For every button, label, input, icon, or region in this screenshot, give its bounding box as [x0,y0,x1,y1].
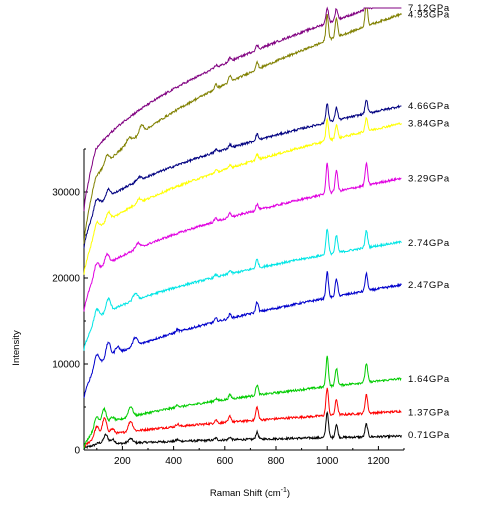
x-tick-label: 200 [114,456,131,467]
series-label: 3.84GPa [408,118,450,129]
series-line-4 [83,228,402,351]
series-line-8 [83,7,402,244]
series-line-2 [83,355,402,449]
x-axis-title-main: Raman Shift (cm [210,488,281,499]
series-label: 1.37GPa [408,407,450,418]
axes-layer: 200 400 600 800 1000 1200 0 10000 20000 30000 [52,148,405,467]
series-line-0 [83,410,402,450]
label-layer: 0.71GPa 1.37GPa 1.64GPa 2.47GPa 2.74GPa 3.29G… [408,3,450,441]
series-label: 4.93GPa [408,10,450,21]
x-tick-label: 1200 [367,456,390,467]
series-label: 7.12GPa [408,3,450,14]
series-label: 0.71GPa [408,430,450,441]
x-axis-title-sup: -1 [281,487,287,494]
x-axis-title: Raman Shift (cm-1) [210,487,290,499]
series-line-5 [83,161,402,312]
series-line-9 [83,6,402,212]
series-label: 3.29GPa [408,173,450,184]
y-tick-label: 30000 [52,188,80,199]
x-axis-title-end: ) [287,488,290,499]
x-tick-label: 400 [165,456,182,467]
series-label: 2.47GPa [408,280,450,291]
x-tick-label: 800 [268,456,285,467]
series-label: 2.74GPa [408,238,450,249]
y-tick-label: 10000 [52,360,80,371]
series-line-7 [83,99,402,249]
x-tick-label: 600 [216,456,233,467]
series-label: 1.64GPa [408,374,450,385]
series-line-3 [83,271,402,398]
y-tick-label: 0 [74,446,80,457]
series-line-6 [83,116,402,275]
y-axis-title: Intensity [11,330,22,366]
series-line-1 [83,387,402,448]
y-tick-label: 20000 [52,274,80,285]
x-tick-label: 1000 [316,456,339,467]
series-layer [83,6,402,450]
series-label: 4.66GPa [408,101,450,112]
